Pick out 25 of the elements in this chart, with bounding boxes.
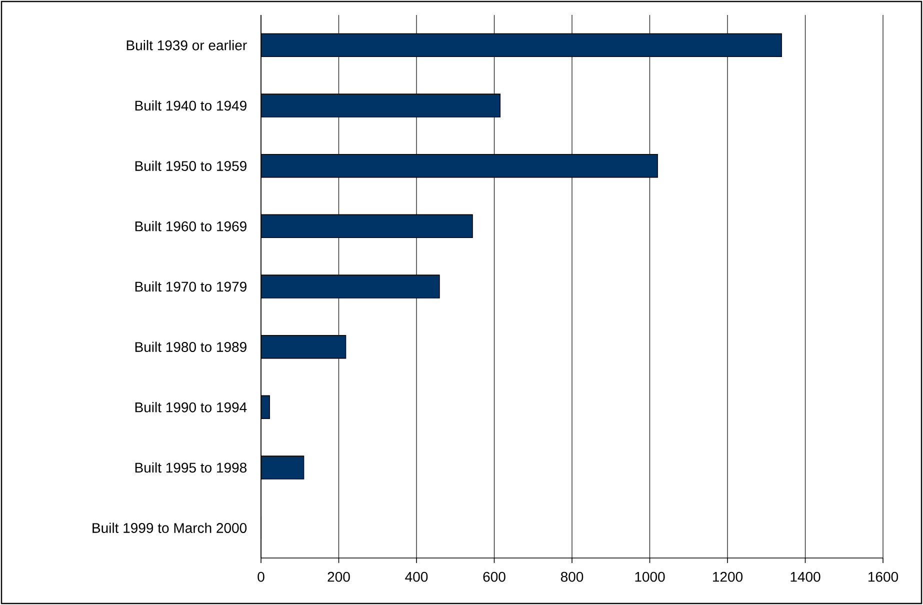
y-tick-label: Built 1960 to 1969 (135, 221, 246, 232)
x-tick-label: 1400 (790, 572, 820, 582)
y-tick-label: Built 1950 to 1959 (135, 160, 246, 171)
bar (261, 456, 304, 480)
y-tick-label: Built 1940 to 1949 (135, 100, 246, 111)
y-tick-label: Built 1980 to 1989 (135, 342, 246, 352)
bar (261, 334, 346, 359)
bar (261, 33, 782, 58)
y-tick-label: Built 1999 to March 2000 (92, 522, 247, 533)
y-tick-label: Built 1990 to 1994 (135, 402, 247, 412)
x-tick-label: 0 (258, 572, 264, 582)
bar (261, 274, 440, 298)
x-tick-label: 800 (560, 572, 584, 582)
x-tick-label: 200 (328, 572, 350, 582)
bar (261, 154, 658, 178)
x-tick-label: 600 (483, 572, 506, 582)
x-tick-label: 400 (405, 572, 428, 582)
y-tick-label: Built 1970 to 1979 (135, 281, 246, 292)
x-tick-label: 1000 (635, 572, 665, 582)
bar (261, 94, 500, 118)
x-tick-label: 1600 (868, 572, 898, 582)
bar (261, 214, 473, 238)
y-tick-label: Built 1939 or earlier (126, 40, 247, 50)
y-tick-label: Built 1995 to 1998 (135, 462, 247, 473)
x-tick-label: 1200 (713, 572, 743, 582)
